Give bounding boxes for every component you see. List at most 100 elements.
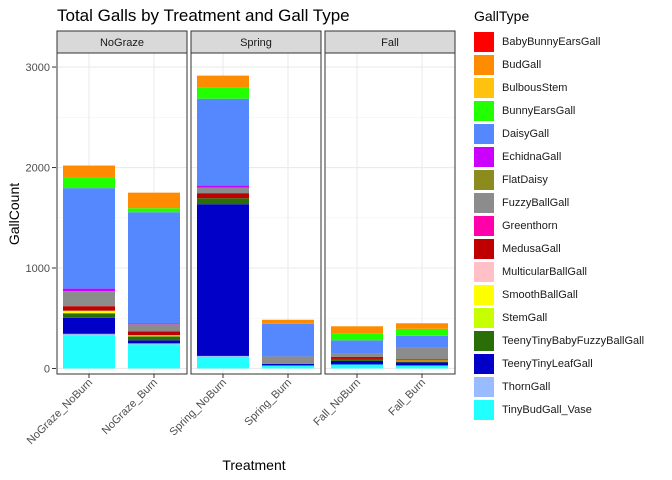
legend-label: BabyBunnyEarsGall <box>502 35 601 48</box>
x-tick-label: NoGraze_NoBurn <box>25 377 95 447</box>
bar-segment-FuzzyBallGall <box>197 187 249 194</box>
x-tick-label: Spring_NoBurn <box>167 377 229 439</box>
legend-item: TeenyTinyLeafGall <box>474 352 644 375</box>
bar-segment-DaisyGall <box>331 340 383 354</box>
legend-label: ThornGall <box>502 380 551 393</box>
bar-segment-BunnyEarsGall <box>396 328 448 336</box>
y-axis-label: GallCount <box>6 183 22 245</box>
legend-swatch <box>474 169 494 190</box>
legend-label: TeenyTinyBabyFuzzyBallGall <box>502 334 645 347</box>
legend-swatch <box>474 123 494 144</box>
bar-Spring_NoBurn <box>197 75 249 369</box>
facet-panel-nograze: NoGraze NoGraze_NoBurn NoGraze_Burn <box>25 30 188 447</box>
legend-item: DaisyGall <box>474 122 644 145</box>
legend-item: MulticularBallGall <box>474 260 644 283</box>
bar-segment-TeenyTinyLeafGall <box>197 204 249 356</box>
legend-item: BabyBunnyEarsGall <box>474 30 644 53</box>
bar-segment-TinyBudGall_Vase <box>331 364 383 369</box>
bar-NoGraze_Burn <box>128 192 180 369</box>
bar-segment-TeenyTinyLeafGall <box>262 363 314 366</box>
legend-title: GallType <box>474 8 530 24</box>
bar-segment-BunnyEarsGall <box>331 333 383 341</box>
panel-border <box>190 52 322 375</box>
legend-label: FlatDaisy <box>502 173 548 186</box>
legend-label: BunnyEarsGall <box>502 104 576 117</box>
bar-segment-DaisyGall <box>63 188 115 289</box>
legend-label: TeenyTinyLeafGall <box>502 357 593 370</box>
bar-segment-ThornGall <box>197 355 249 357</box>
chart-title: Total Galls by Treatment and Gall Type <box>57 6 350 25</box>
facet-strip-label: Fall <box>381 37 399 49</box>
legend-swatch <box>474 100 494 121</box>
bar-segment-BudGall <box>262 319 314 324</box>
legend-label: BudGall <box>502 58 542 71</box>
panel-border <box>56 52 188 375</box>
legend-swatch <box>474 261 494 282</box>
legend-label: MulticularBallGall <box>502 265 587 278</box>
bar-segment-FuzzyBallGall <box>331 353 383 357</box>
bar-segment-BudGall <box>63 165 115 178</box>
legend-swatch <box>474 215 494 236</box>
legend-swatch <box>474 192 494 213</box>
legend-label: StemGall <box>502 311 548 324</box>
legend-swatch <box>474 284 494 305</box>
bar-segment-FuzzyBallGall <box>128 324 180 332</box>
bar-segment-MedusaGall <box>396 359 448 361</box>
legend-item: EchidnaGall <box>474 145 644 168</box>
bar-segment-TeenyTinyBabyFuzzyBallGall <box>331 358 383 361</box>
bar-segment-TeenyTinyLeafGall <box>396 362 448 366</box>
facet-panel-spring: Spring Spring_NoBurn Spring_Burn <box>167 30 322 439</box>
bar-segment-TeenyTinyBabyFuzzyBallGall <box>128 336 180 341</box>
bar-segment-TeenyTinyLeafGall <box>128 340 180 344</box>
bar-segment-TinyBudGall_Vase <box>63 335 115 369</box>
y-tick-label: 2000 <box>26 163 50 175</box>
legend-item: BulbousStem <box>474 76 644 99</box>
legend-label: BulbousStem <box>502 81 568 94</box>
legend-swatch <box>474 399 494 420</box>
bar-segment-TeenyTinyLeafGall <box>331 360 383 365</box>
bar-segment-TeenyTinyBabyFuzzyBallGall <box>63 313 115 318</box>
legend-swatch <box>474 31 494 52</box>
bar-segment-MedusaGall <box>63 306 115 311</box>
x-tick-label: Fall_Burn <box>386 377 428 419</box>
bar-segment-TinyBudGall_Vase <box>396 365 448 369</box>
legend-item: TinyBudGall_Vase <box>474 398 644 421</box>
y-tick-label: 1000 <box>26 263 50 275</box>
legend-swatch <box>474 146 494 167</box>
x-tick-label: Spring_Burn <box>242 377 294 429</box>
bar-segment-FuzzyBallGall <box>396 347 448 360</box>
legend-label: EchidnaGall <box>502 150 562 163</box>
legend-item: BunnyEarsGall <box>474 99 644 122</box>
facet-strip-label: NoGraze <box>100 37 144 49</box>
legend-label: MedusaGall <box>502 242 561 255</box>
facet-panel-fall: Fall Fall_NoBurn Fall_Burn <box>311 30 456 429</box>
bar-segment-TinyBudGall_Vase <box>128 344 180 369</box>
bar-Fall_NoBurn <box>331 326 383 369</box>
legend-swatch <box>474 353 494 374</box>
bar-segment-BunnyEarsGall <box>128 208 180 213</box>
legend-label: TinyBudGall_Vase <box>502 403 592 416</box>
bar-segment-EchidnaGall <box>63 288 115 292</box>
legend-label: SmoothBallGall <box>502 288 578 301</box>
bar-segment-DaisyGall <box>396 335 448 348</box>
x-tick-label: Fall_NoBurn <box>311 377 363 429</box>
bar-segment-TeenyTinyLeafGall <box>63 317 115 334</box>
bar-segment-StemGall <box>396 360 448 362</box>
bar-segment-DaisyGall <box>128 212 180 324</box>
bar-segment-SmoothBallGall <box>63 310 115 314</box>
legend-item: TeenyTinyBabyFuzzyBallGall <box>474 329 644 352</box>
bar-segment-EchidnaGall <box>197 185 249 188</box>
y-tick-label: 3000 <box>26 62 50 74</box>
legend-swatch <box>474 307 494 328</box>
bar-Fall_Burn <box>396 323 448 369</box>
legend-label: FuzzyBallGall <box>502 196 570 209</box>
bar-NoGraze_NoBurn <box>63 165 115 369</box>
bar-segment-MedusaGall <box>331 356 383 359</box>
bar-segment-BudGall <box>128 192 180 209</box>
bar-segment-DaisyGall <box>262 323 314 357</box>
legend-item: BudGall <box>474 53 644 76</box>
legend-swatch <box>474 376 494 397</box>
bar-segment-ThornGall <box>63 333 115 336</box>
bar-segment-MedusaGall <box>128 331 180 336</box>
